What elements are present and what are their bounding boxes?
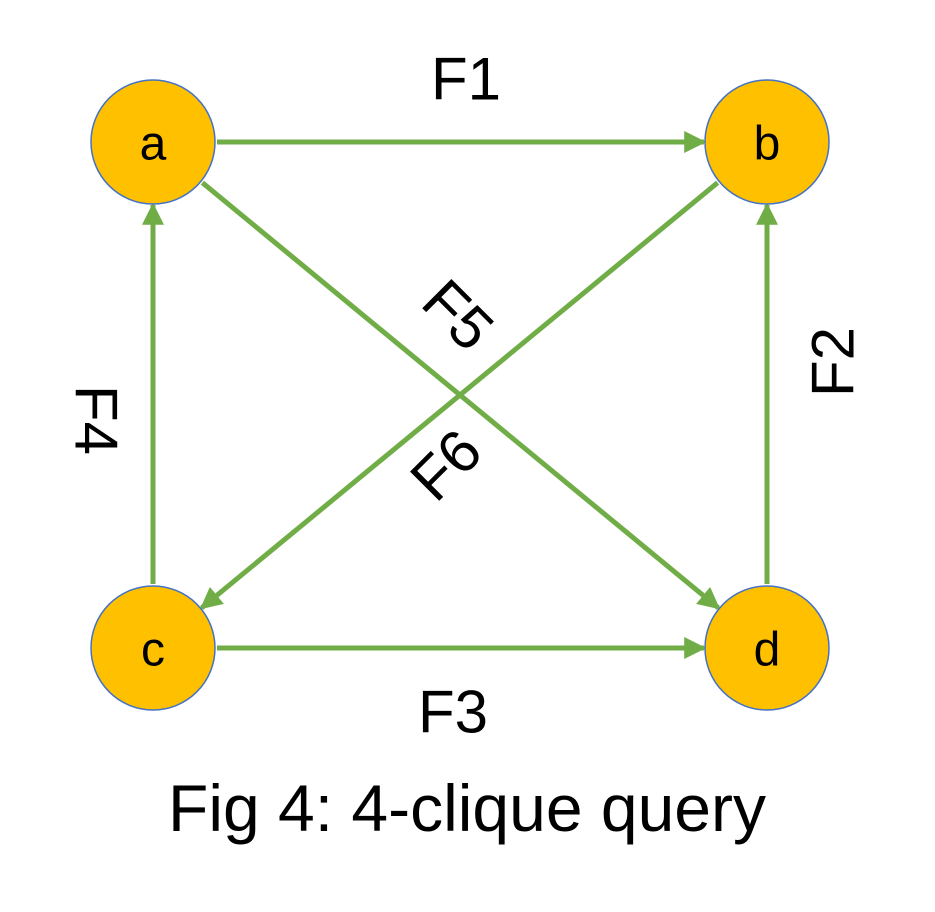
node-a: a: [90, 79, 216, 205]
node-c: c: [90, 585, 216, 711]
edge-label-f6: F6: [398, 417, 495, 514]
edge-label-f4: F4: [63, 385, 130, 455]
node-d-circle: [704, 585, 830, 711]
edge-label-f2: F2: [800, 327, 867, 397]
node-a-label: a: [140, 118, 167, 171]
edge-label-f3: F3: [418, 679, 488, 746]
edge-label-f5: F5: [410, 267, 507, 364]
node-c-label: c: [141, 624, 165, 677]
node-a-circle: [90, 79, 216, 205]
node-b-circle: [704, 79, 830, 205]
figure-caption: Fig 4: 4-clique query: [168, 771, 766, 845]
edges-layer: [141, 130, 779, 660]
node-b-label: b: [754, 118, 781, 171]
node-d-label: d: [754, 624, 781, 677]
edge-f6-arrow: [199, 180, 720, 610]
node-d: d: [704, 585, 830, 711]
edge-label-f1: F1: [431, 46, 501, 113]
node-c-circle: [90, 585, 216, 711]
node-b: b: [704, 79, 830, 205]
nodes-layer: a b c d: [90, 79, 830, 711]
